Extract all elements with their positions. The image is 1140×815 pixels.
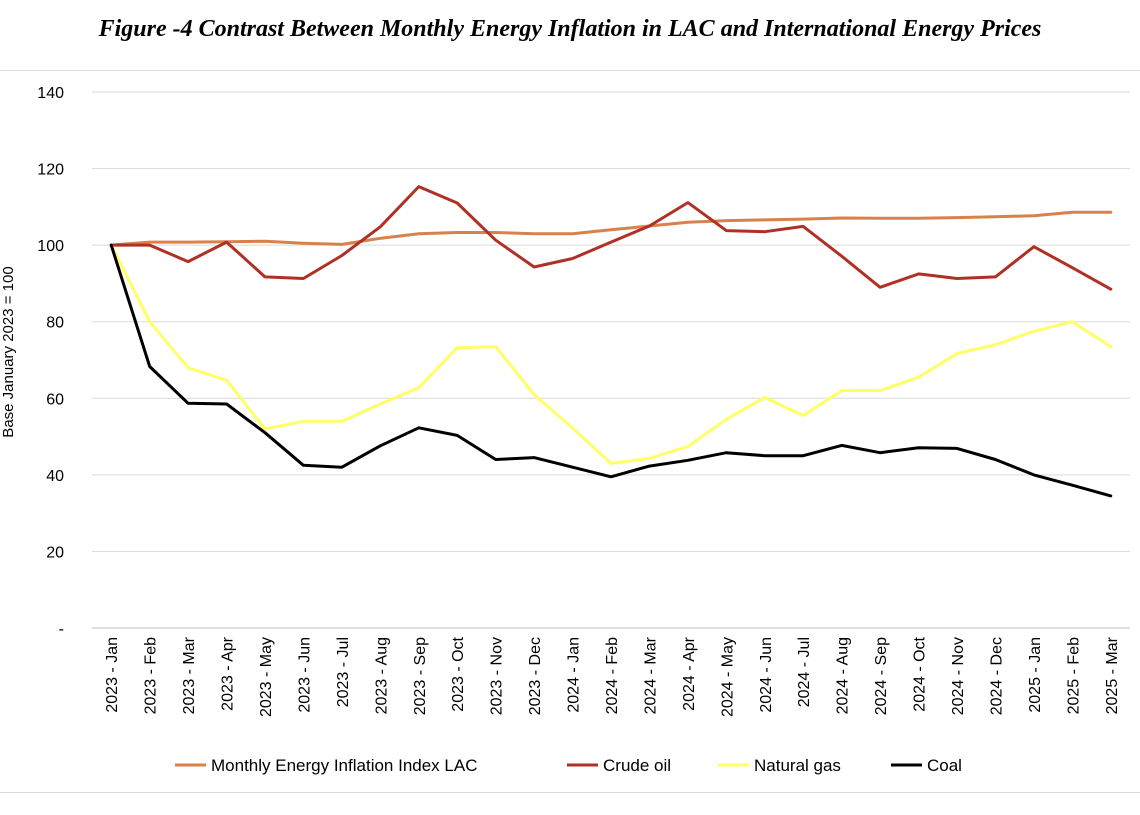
y-tick-label: 40 bbox=[46, 468, 64, 485]
x-tick-label: 2023 - Jul bbox=[335, 637, 352, 707]
x-tick-label: 2024 - Apr bbox=[681, 636, 698, 711]
x-tick-label: 2023 - Aug bbox=[373, 637, 390, 714]
figure-title: Figure -4 Contrast Between Monthly Energ… bbox=[98, 16, 1042, 42]
series-line-2 bbox=[109, 185, 1113, 291]
legend-label: Monthly Energy Inflation Index LAC bbox=[211, 756, 477, 775]
series-line-3 bbox=[109, 243, 1113, 465]
x-tick-label: 2024 - Oct bbox=[912, 636, 929, 711]
y-tick-label: 140 bbox=[37, 85, 64, 102]
legend-label: Natural gas bbox=[754, 756, 841, 775]
y-tick-label: 80 bbox=[46, 315, 64, 332]
x-tick-label: 2023 - Oct bbox=[450, 636, 467, 711]
x-axis-ticks: 2023 - Jan 2023 - Feb 2023 - Mar 2023 - Apr… bbox=[104, 636, 1121, 717]
y-tick-label: - bbox=[59, 621, 64, 638]
x-tick-label: 2024 - Aug bbox=[835, 637, 852, 714]
x-tick-label: 2024 - Jul bbox=[796, 637, 813, 707]
x-tick-label: 2024 - Jan bbox=[566, 637, 583, 713]
legend-label: Crude oil bbox=[603, 756, 671, 775]
x-tick-label: 2025 - Feb bbox=[1065, 637, 1082, 714]
y-axis-ticks: - 20 40 60 80 100 120 140 bbox=[37, 85, 64, 638]
x-tick-label: 2023 - May bbox=[258, 637, 275, 717]
series-line-4 bbox=[109, 243, 1113, 498]
x-tick-label: 2024 - Nov bbox=[950, 637, 967, 715]
y-axis-title: Base January 2023 = 100 bbox=[0, 266, 17, 437]
gridlines bbox=[92, 91, 1130, 629]
top-divider bbox=[0, 70, 1140, 71]
x-tick-label: 2024 - Jun bbox=[758, 637, 775, 713]
y-tick-label: 20 bbox=[46, 544, 64, 561]
x-tick-label: 2024 - Feb bbox=[604, 637, 621, 714]
legend-label: Coal bbox=[927, 756, 962, 775]
legend: Monthly Energy Inflation Index LAC Crude … bbox=[175, 756, 962, 775]
x-tick-label: 2024 - May bbox=[719, 637, 736, 717]
x-tick-label: 2023 - Nov bbox=[489, 637, 506, 715]
series-lines bbox=[109, 185, 1113, 498]
x-tick-label: 2023 - Jan bbox=[104, 637, 121, 713]
bottom-divider bbox=[0, 792, 1140, 793]
series-line-1 bbox=[109, 210, 1113, 247]
x-tick-label: 2023 - Dec bbox=[527, 637, 544, 715]
y-tick-label: 60 bbox=[46, 391, 64, 408]
y-tick-label: 120 bbox=[37, 162, 64, 179]
x-tick-label: 2023 - Mar bbox=[181, 636, 198, 714]
x-tick-label: 2023 - Feb bbox=[143, 637, 160, 714]
x-tick-label: 2025 - Mar bbox=[1104, 636, 1121, 714]
x-tick-label: 2023 - Jun bbox=[296, 637, 313, 713]
x-tick-label: 2024 - Sep bbox=[873, 637, 890, 715]
x-tick-label: 2024 - Mar bbox=[642, 636, 659, 714]
x-tick-label: 2023 - Sep bbox=[412, 637, 429, 715]
x-tick-label: 2025 - Jan bbox=[1027, 637, 1044, 713]
x-tick-label: 2024 - Dec bbox=[988, 637, 1005, 715]
x-tick-label: 2023 - Apr bbox=[220, 636, 237, 711]
y-tick-label: 100 bbox=[37, 238, 64, 255]
